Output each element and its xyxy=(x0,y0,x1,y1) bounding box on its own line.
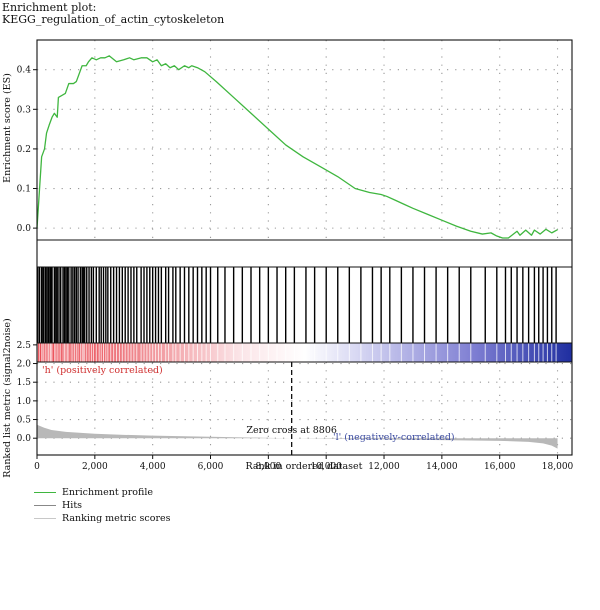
hits-panel xyxy=(36,267,557,362)
x-tick-label: 14,000 xyxy=(426,462,458,472)
y-tick-label-ranked-metric: 2.5 xyxy=(17,341,32,351)
y-tick-label-ranked-metric: 0.5 xyxy=(17,416,32,426)
axis-ticks: 0 2,000 4,000 6,000 8,000 10,000 12,000 14,000 1… xyxy=(17,66,574,472)
negative-correlation-label: 'l' (negatively-correlated) xyxy=(333,432,455,443)
x-tick-label: 12,000 xyxy=(368,462,400,472)
x-tick-label: 4,000 xyxy=(140,462,166,472)
plot-frame xyxy=(36,39,573,456)
y-tick-label-enrichment: 0.2 xyxy=(17,145,31,155)
y-tick-label-ranked-metric: 0.0 xyxy=(17,434,32,444)
y-tick-label-enrichment: 0.4 xyxy=(17,66,32,76)
x-tick-label: 10,000 xyxy=(310,462,342,472)
gsea-enrichment-plot: 0 2,000 4,000 6,000 8,000 10,000 12,000 14,000 1… xyxy=(2,39,574,478)
legend-swatch-hits xyxy=(34,505,56,506)
zero-cross-label: Zero cross at 8806 xyxy=(246,425,337,436)
y-tick-label-enrichment: 0.3 xyxy=(17,105,32,115)
x-tick-label: 16,000 xyxy=(484,462,516,472)
ranking-gradient-band xyxy=(37,343,572,362)
ranking-metric-area xyxy=(37,424,558,449)
legend-label: Ranking metric scores xyxy=(62,513,171,524)
y-tick-label-enrichment: 0.1 xyxy=(17,185,31,195)
enrichment-profile-line xyxy=(36,55,558,239)
legend-swatch-metric xyxy=(34,518,56,519)
gradient-band xyxy=(37,343,572,362)
legend-swatch-profile xyxy=(34,492,56,493)
y-axis-label-enrichment: Enrichment score (ES) xyxy=(2,73,13,183)
y-tick-label-ranked-metric: 1.5 xyxy=(17,378,32,388)
legend-label: Enrichment profile xyxy=(62,487,153,498)
x-tick-label: 18,000 xyxy=(542,462,574,472)
y-tick-label-enrichment: 0.0 xyxy=(17,224,32,234)
y-axis-label-ranked-metric: Ranked list metric (signal2noise) xyxy=(2,318,13,477)
data-layer xyxy=(36,55,558,455)
chart-title-line-1: Enrichment plot: xyxy=(2,1,97,14)
x-tick-label: 2,000 xyxy=(82,462,108,472)
y-tick-label-ranked-metric: 1.0 xyxy=(17,397,32,407)
panel-frames xyxy=(36,39,573,456)
grid-lines xyxy=(37,40,572,455)
positive-correlation-label: 'h' (positively correlated) xyxy=(42,365,163,376)
x-tick-label: 0 xyxy=(34,462,40,472)
legend-label: Hits xyxy=(62,500,83,511)
x-tick-label: 6,000 xyxy=(198,462,224,472)
chart-title-line-2: KEGG_regulation_of_actin_cytoskeleton xyxy=(2,13,225,26)
y-tick-label-ranked-metric: 2.0 xyxy=(17,360,32,370)
x-tick-label: 8,000 xyxy=(255,462,281,472)
x-axis-label: Rank in ordered dataset xyxy=(246,461,363,472)
chart-title: Enrichment plot: KEGG_regulation_of_acti… xyxy=(2,2,224,26)
